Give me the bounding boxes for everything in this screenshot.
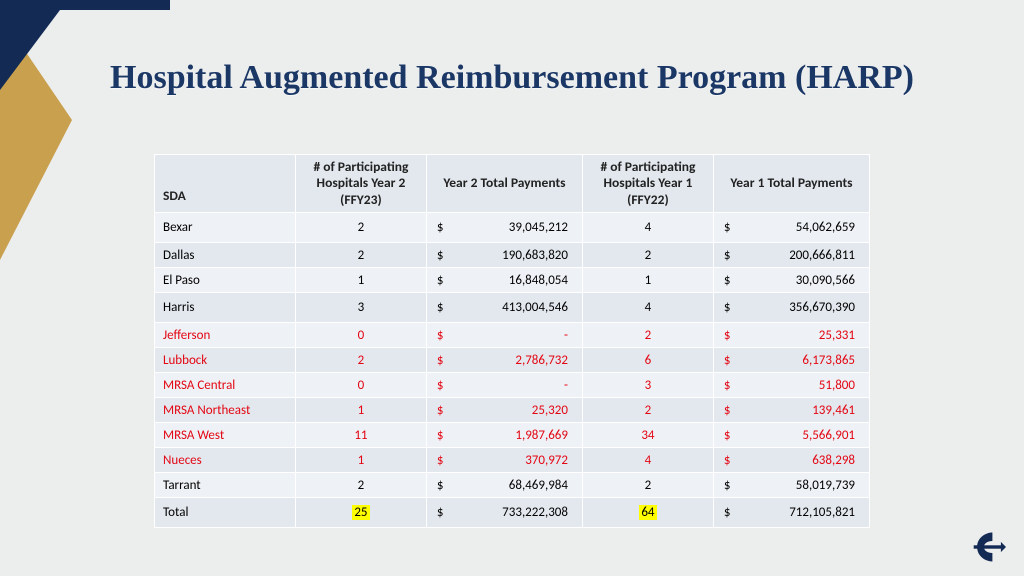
cell-n-y2: 2 xyxy=(295,348,426,373)
cell-total-label: Total xyxy=(155,498,296,528)
cell-n-y2: 2 xyxy=(295,473,426,498)
money-cell: $- xyxy=(426,373,582,398)
cell-n-y1: 1 xyxy=(582,268,713,293)
money-cell: $30,090,566 xyxy=(713,268,869,293)
table-row: Lubbock2$2,786,7326$6,173,865 xyxy=(155,348,870,373)
money-cell: $200,666,811 xyxy=(713,243,869,268)
harp-table: SDA # of Participating Hospitals Year 2 … xyxy=(154,154,870,528)
cell-sda: Lubbock xyxy=(155,348,296,373)
col-header-pay-y2: Year 2 Total Payments xyxy=(426,155,582,213)
money-cell: $6,173,865 xyxy=(713,348,869,373)
money-cell: $413,004,546 xyxy=(426,293,582,323)
cell-sda: Jefferson xyxy=(155,323,296,348)
table-row: El Paso1$16,848,0541$30,090,566 xyxy=(155,268,870,293)
money-cell: $139,461 xyxy=(713,398,869,423)
money-cell: $39,045,212 xyxy=(426,213,582,243)
money-cell: $190,683,820 xyxy=(426,243,582,268)
cell-n-y1: 2 xyxy=(582,398,713,423)
money-cell: $58,019,739 xyxy=(713,473,869,498)
cell-n-y2: 1 xyxy=(295,398,426,423)
cell-n-y1: 34 xyxy=(582,423,713,448)
cell-total-n-y1: 64 xyxy=(582,498,713,528)
cell-sda: Tarrant xyxy=(155,473,296,498)
cell-n-y1: 2 xyxy=(582,323,713,348)
cell-n-y1: 2 xyxy=(582,473,713,498)
table-row: MRSA West11$1,987,66934$5,566,901 xyxy=(155,423,870,448)
table-header-row: SDA # of Participating Hospitals Year 2 … xyxy=(155,155,870,213)
money-cell: $712,105,821 xyxy=(713,498,869,528)
cell-sda: El Paso xyxy=(155,268,296,293)
slide-title: Hospital Augmented Reimbursement Program… xyxy=(0,58,1024,97)
col-header-pay-y1: Year 1 Total Payments xyxy=(713,155,869,213)
cell-sda: Nueces xyxy=(155,448,296,473)
col-header-sda: SDA xyxy=(155,155,296,213)
money-cell: $51,800 xyxy=(713,373,869,398)
table-total-row: Total25$733,222,30864$712,105,821 xyxy=(155,498,870,528)
money-cell: $1,987,669 xyxy=(426,423,582,448)
cell-sda: MRSA West xyxy=(155,423,296,448)
money-cell: $638,298 xyxy=(713,448,869,473)
cell-sda: MRSA Northeast xyxy=(155,398,296,423)
cell-n-y2: 0 xyxy=(295,323,426,348)
cell-n-y2: 11 xyxy=(295,423,426,448)
cell-n-y1: 2 xyxy=(582,243,713,268)
money-cell: $356,670,390 xyxy=(713,293,869,323)
money-cell: $54,062,659 xyxy=(713,213,869,243)
money-cell: $- xyxy=(426,323,582,348)
cell-n-y1: 4 xyxy=(582,448,713,473)
table-row: Jefferson0$-2$25,331 xyxy=(155,323,870,348)
money-cell: $733,222,308 xyxy=(426,498,582,528)
cell-n-y1: 4 xyxy=(582,293,713,323)
table-row: Harris3$413,004,5464$356,670,390 xyxy=(155,293,870,323)
col-header-n-y2: # of Participating Hospitals Year 2 (FFY… xyxy=(295,155,426,213)
money-cell: $370,972 xyxy=(426,448,582,473)
table-row: Nueces1$370,9724$638,298 xyxy=(155,448,870,473)
cell-n-y2: 2 xyxy=(295,213,426,243)
money-cell: $68,469,984 xyxy=(426,473,582,498)
money-cell: $25,320 xyxy=(426,398,582,423)
money-cell: $16,848,054 xyxy=(426,268,582,293)
table-row: Dallas2$190,683,8202$200,666,811 xyxy=(155,243,870,268)
table-row: Bexar2$39,045,2124$54,062,659 xyxy=(155,213,870,243)
cell-n-y2: 0 xyxy=(295,373,426,398)
col-header-n-y1: # of Participating Hospitals Year 1 (FFY… xyxy=(582,155,713,213)
cell-n-y2: 1 xyxy=(295,448,426,473)
money-cell: $5,566,901 xyxy=(713,423,869,448)
cell-total-n-y2: 25 xyxy=(295,498,426,528)
table-row: Tarrant2$68,469,9842$58,019,739 xyxy=(155,473,870,498)
cell-n-y1: 3 xyxy=(582,373,713,398)
table-row: MRSA Northeast1$25,3202$139,461 xyxy=(155,398,870,423)
slide-logo-icon xyxy=(972,530,1006,564)
cell-n-y2: 1 xyxy=(295,268,426,293)
cell-n-y1: 4 xyxy=(582,213,713,243)
cell-sda: MRSA Central xyxy=(155,373,296,398)
cell-sda: Dallas xyxy=(155,243,296,268)
cell-n-y2: 3 xyxy=(295,293,426,323)
cell-n-y1: 6 xyxy=(582,348,713,373)
table-row: MRSA Central0$-3$51,800 xyxy=(155,373,870,398)
cell-sda: Harris xyxy=(155,293,296,323)
cell-sda: Bexar xyxy=(155,213,296,243)
money-cell: $2,786,732 xyxy=(426,348,582,373)
cell-n-y2: 2 xyxy=(295,243,426,268)
money-cell: $25,331 xyxy=(713,323,869,348)
